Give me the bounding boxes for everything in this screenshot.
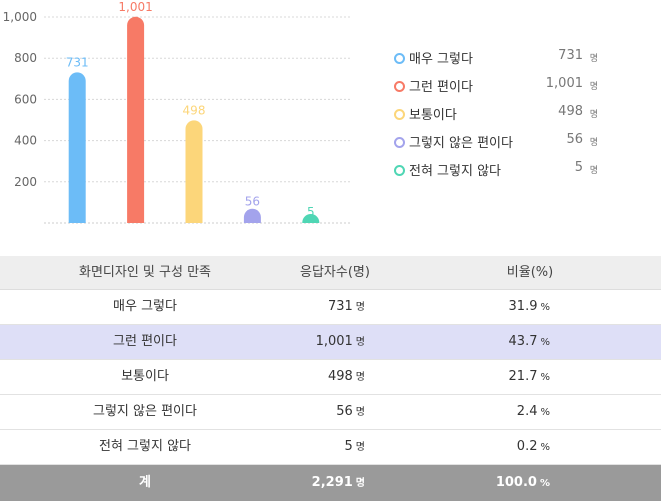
y-tick-label: 400 xyxy=(14,134,37,148)
legend-value: 5 xyxy=(574,160,583,175)
table-row: 그렇지 않은 편이다 56 명 2.4% xyxy=(0,395,661,430)
row-ratio: 2.4% xyxy=(516,404,550,419)
legend-item[interactable]: 전혀 그렇지 않다 5 명 xyxy=(390,157,600,185)
legend-unit: 명 xyxy=(589,138,598,148)
row-ratio: 0.2% xyxy=(516,439,550,454)
bar-chart: 200 400 600 800 1,000 731 1,001 498 56 5 xyxy=(3,0,352,224)
legend-marker xyxy=(394,165,405,176)
chart-legend: 매우 그렇다 731 명 그런 편이다 1,001 명 보통이다 498 명 그… xyxy=(390,45,600,185)
legend-label: 그렇지 않은 편이다 xyxy=(409,136,513,151)
count-unit: 명 xyxy=(355,407,365,418)
row-label: 보통이다 xyxy=(121,369,169,384)
ratio-unit: % xyxy=(540,302,550,313)
row-ratio: 21.7% xyxy=(508,369,550,384)
bar xyxy=(302,213,320,223)
legend-value: 56 xyxy=(566,132,583,147)
legend-unit: 명 xyxy=(589,110,598,120)
row-label: 그런 편이다 xyxy=(113,334,177,349)
data-label: 731 xyxy=(66,55,89,69)
y-tick-label: 800 xyxy=(14,51,37,65)
row-count: 56 명 xyxy=(336,404,365,419)
legend-marker xyxy=(394,53,405,64)
count-unit: 명 xyxy=(355,478,365,489)
bar xyxy=(243,208,261,223)
total-count: 2,291 명 xyxy=(311,475,365,490)
ratio-unit: % xyxy=(540,372,550,383)
count-unit: 명 xyxy=(355,442,365,453)
y-tick-label: 200 xyxy=(14,175,37,189)
legend-item[interactable]: 그런 편이다 1,001 명 xyxy=(390,73,600,101)
legend-unit: 명 xyxy=(589,82,598,92)
y-tick-label: 1,000 xyxy=(3,10,37,24)
bar xyxy=(127,16,145,223)
row-label: 그렇지 않은 편이다 xyxy=(93,404,197,419)
count-unit: 명 xyxy=(355,337,365,348)
legend-label: 매우 그렇다 xyxy=(409,52,473,67)
legend-unit: 명 xyxy=(589,54,598,64)
ratio-unit: % xyxy=(540,407,550,418)
legend-marker xyxy=(394,81,405,92)
legend-marker xyxy=(394,109,405,120)
bar xyxy=(68,72,86,223)
header-ratio: 비율(%) xyxy=(506,265,554,280)
legend-marker xyxy=(394,137,405,148)
legend-label: 그런 편이다 xyxy=(409,80,473,95)
row-count: 1,001 명 xyxy=(315,334,365,349)
row-ratio: 43.7% xyxy=(508,334,550,349)
row-ratio: 31.9% xyxy=(508,299,550,314)
legend-value: 731 xyxy=(558,48,583,63)
legend-value: 498 xyxy=(558,104,583,119)
row-count: 498 명 xyxy=(327,369,365,384)
legend-item[interactable]: 보통이다 498 명 xyxy=(390,101,600,129)
total-ratio: 100.0% xyxy=(495,475,550,490)
legend-unit: 명 xyxy=(589,166,598,176)
header-count: 응답자수(명) xyxy=(300,265,370,280)
y-tick-label: 600 xyxy=(14,92,37,106)
legend-item[interactable]: 매우 그렇다 731 명 xyxy=(390,45,600,73)
table-row: 그런 편이다 1,001 명 43.7% xyxy=(0,325,661,360)
data-label: 1,001 xyxy=(118,0,152,14)
count-unit: 명 xyxy=(355,302,365,313)
row-label: 매우 그렇다 xyxy=(113,299,177,314)
row-count: 731 명 xyxy=(327,299,365,314)
total-label: 계 xyxy=(139,475,151,490)
data-label: 498 xyxy=(183,103,206,117)
data-label: 5 xyxy=(307,205,315,219)
ratio-unit: % xyxy=(540,442,550,453)
legend-label: 전혀 그렇지 않다 xyxy=(409,164,501,179)
ratio-unit: % xyxy=(540,337,550,348)
legend-value: 1,001 xyxy=(545,76,583,91)
result-table: 화면디자인 및 구성 만족 응답자수(명) 비율(%) 매우 그렇다 731 명 … xyxy=(0,256,661,501)
ratio-unit: % xyxy=(539,478,550,489)
table-row: 보통이다 498 명 21.7% xyxy=(0,360,661,395)
table-row: 매우 그렇다 731 명 31.9% xyxy=(0,290,661,325)
header-category: 화면디자인 및 구성 만족 xyxy=(79,265,211,280)
count-unit: 명 xyxy=(355,372,365,383)
data-label: 56 xyxy=(245,194,260,208)
table-header-row: 화면디자인 및 구성 만족 응답자수(명) 비율(%) xyxy=(0,256,661,290)
legend-item[interactable]: 그렇지 않은 편이다 56 명 xyxy=(390,129,600,157)
legend-label: 보통이다 xyxy=(409,108,457,123)
row-label: 전혀 그렇지 않다 xyxy=(99,439,191,454)
bar xyxy=(185,120,203,223)
table-total-row: 계 2,291 명 100.0% xyxy=(0,465,661,501)
